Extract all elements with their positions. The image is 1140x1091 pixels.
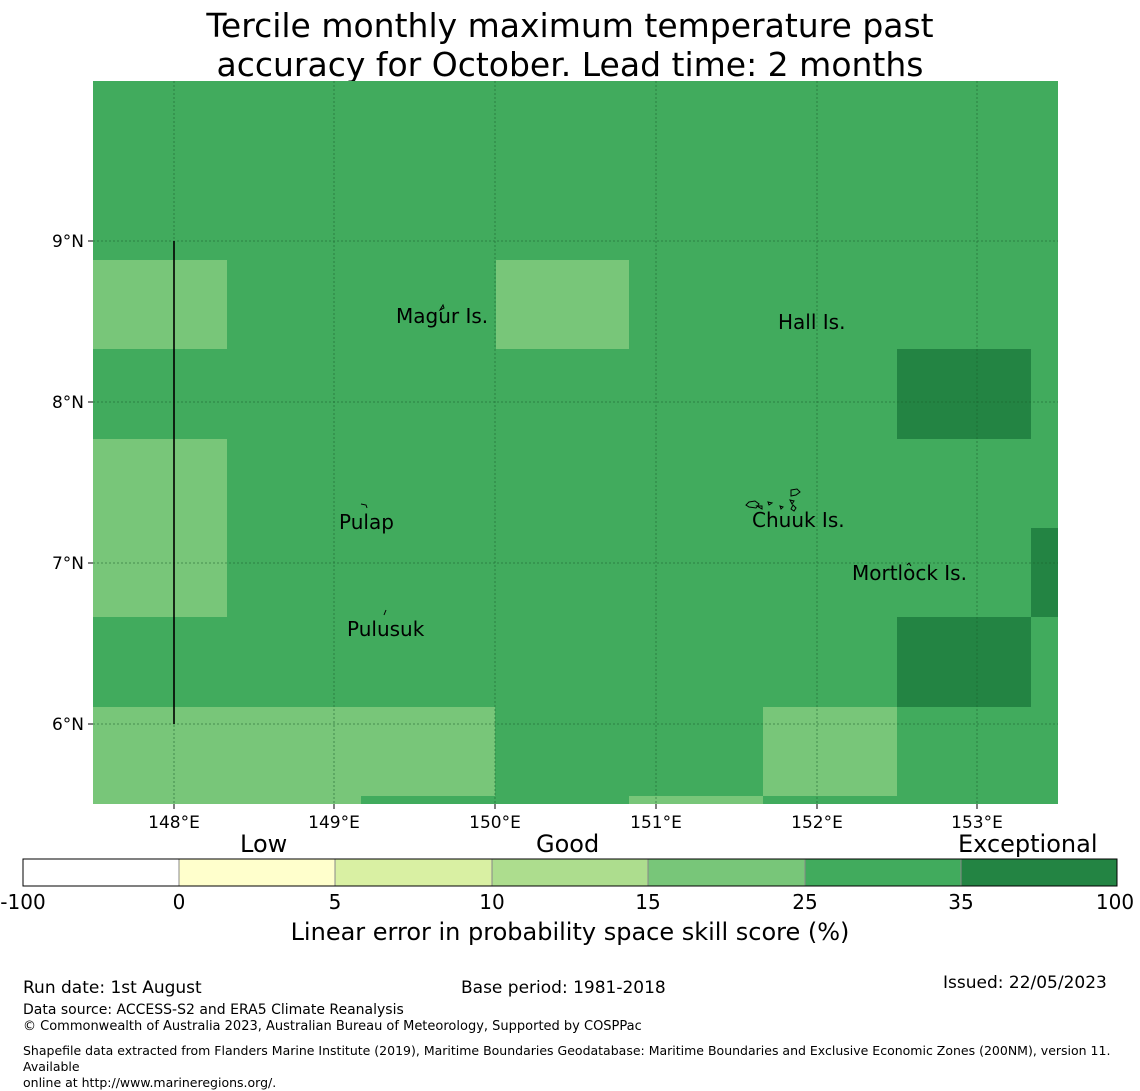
skill-cell <box>93 260 227 349</box>
lon-tick-label: 151°E <box>630 813 682 833</box>
place-label-magur: Magur Is. <box>396 304 488 328</box>
colorbar-tick-label: 100 <box>1095 890 1135 914</box>
colorbar-swatch <box>179 859 335 886</box>
place-label-chuuk: Chuuk Is. <box>752 508 845 532</box>
shapefile-credit-line-2: online at http://www.marineregions.org/. <box>23 1075 277 1090</box>
colorbar-tick-label: 35 <box>948 890 974 914</box>
lat-tick-label: 9°N <box>52 232 84 252</box>
lat-tick-label: 6°N <box>52 715 84 735</box>
colorbar-word-good: Good <box>536 830 600 858</box>
lat-tick-label: 8°N <box>52 393 84 413</box>
base-period: Base period: 1981-2018 <box>461 978 666 998</box>
skill-cell <box>361 796 495 804</box>
colorbar-frame <box>22 858 1118 887</box>
colorbar-swatch <box>492 859 648 886</box>
colorbar <box>22 858 1118 887</box>
colorbar-swatch <box>335 859 492 886</box>
colorbar-swatch <box>805 859 961 886</box>
colorbar-tick-label: 0 <box>172 890 186 914</box>
chart-title: Tercile monthly maximum temperature past… <box>0 6 1140 84</box>
copyright-notice: © Commonwealth of Australia 2023, Austra… <box>23 1019 642 1034</box>
place-label-hall: Hall Is. <box>778 310 845 334</box>
skill-cell <box>629 796 763 804</box>
island-outlines <box>360 303 912 616</box>
colorbar-tick-label: 5 <box>328 890 342 914</box>
issued-date: Issued: 22/05/2023 <box>943 973 1107 993</box>
lon-tick-label: 153°E <box>951 813 1003 833</box>
tick-marks <box>88 240 978 809</box>
gridlines <box>93 81 1058 804</box>
data-source: Data source: ACCESS-S2 and ERA5 Climate … <box>23 1002 404 1018</box>
colorbar-tick-label: 10 <box>479 890 505 914</box>
island-mortlock <box>906 562 912 567</box>
place-label-pulap: Pulap <box>339 510 394 534</box>
skill-cell <box>897 617 1031 707</box>
skill-cell <box>1031 528 1058 617</box>
run-date: Run date: 1st August <box>23 978 202 998</box>
skill-cell <box>93 439 227 617</box>
colorbar-word-low: Low <box>240 830 288 858</box>
colorbar-swatch <box>23 859 179 886</box>
island-pulap <box>360 503 368 509</box>
island-chuuk <box>745 488 801 512</box>
skill-cell <box>763 707 897 796</box>
lon-tick-label: 152°E <box>791 813 843 833</box>
shapefile-credit: Shapefile data extracted from Flanders M… <box>23 1043 1140 1091</box>
skill-cell <box>496 260 629 349</box>
colorbar-swatch <box>648 859 805 886</box>
colorbar-word-exceptional: Exceptional <box>958 830 1098 858</box>
place-label-pulusuk: Pulusuk <box>347 617 425 641</box>
colorbar-swatch <box>961 859 1117 886</box>
title-line-1: Tercile monthly maximum temperature past <box>206 6 934 45</box>
shapefile-credit-line-1: Shapefile data extracted from Flanders M… <box>23 1043 1111 1074</box>
skill-cell <box>897 349 1031 439</box>
colorbar-tick-label: 15 <box>635 890 661 914</box>
colorbar-tick-label: 25 <box>792 890 818 914</box>
title-line-2: accuracy for October. Lead time: 2 month… <box>216 45 924 84</box>
colorbar-title: Linear error in probability space skill … <box>290 918 850 946</box>
lon-tick-label: 149°E <box>308 813 360 833</box>
place-label-mortlock: Mortlock Is. <box>852 561 967 585</box>
lon-tick-label: 150°E <box>469 813 521 833</box>
colorbar-tick-label: -100 <box>0 890 46 914</box>
lat-tick-label: 7°N <box>52 554 84 574</box>
skill-cell <box>93 707 495 804</box>
island-pulusuk <box>383 609 387 616</box>
lon-tick-label: 148°E <box>148 813 200 833</box>
island-magur <box>438 303 445 312</box>
